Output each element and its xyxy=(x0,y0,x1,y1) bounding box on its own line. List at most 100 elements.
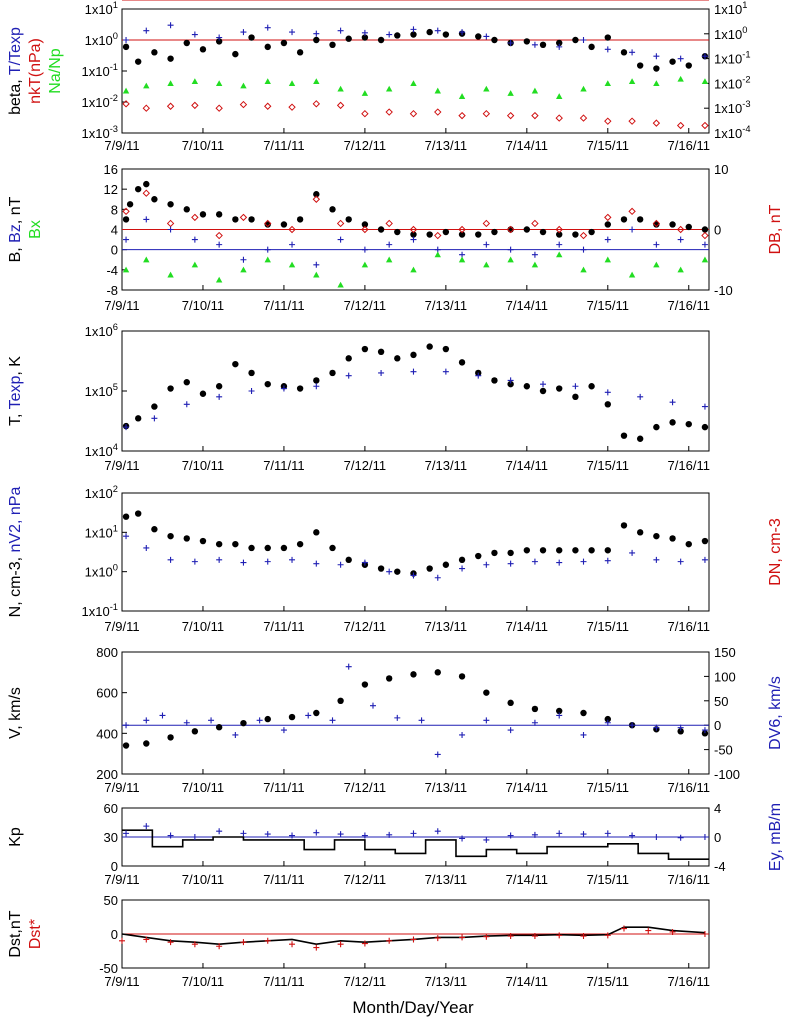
diamond-marker xyxy=(482,219,491,228)
circle-marker xyxy=(620,49,628,56)
circle-marker xyxy=(361,221,369,228)
diamond-marker xyxy=(385,108,393,116)
plus-marker xyxy=(604,719,611,726)
y-tick-label: 800 xyxy=(96,645,118,660)
plus-marker xyxy=(483,33,490,40)
plus-marker xyxy=(653,834,660,840)
plus-marker xyxy=(183,719,190,726)
x-tick-label: 7/13/11 xyxy=(425,780,467,795)
circle-marker xyxy=(556,385,563,392)
plus-marker xyxy=(580,933,587,940)
y2-tick-label: 0 xyxy=(714,830,721,845)
x-tick-label: 7/13/11 xyxy=(425,619,467,634)
plus-marker xyxy=(264,24,271,31)
plus-marker xyxy=(701,53,708,60)
diamond-marker xyxy=(166,102,175,110)
triangle-marker xyxy=(410,266,417,273)
y-tick-label: 60 xyxy=(104,801,118,816)
triangle-marker xyxy=(337,281,344,288)
circle-marker xyxy=(122,513,130,520)
circle-marker xyxy=(394,568,401,575)
plus-marker xyxy=(123,37,130,43)
circle-marker xyxy=(475,33,482,40)
plus-marker xyxy=(434,828,441,835)
diamond-marker xyxy=(409,225,418,234)
triangle-marker xyxy=(337,85,344,92)
diamond-marker xyxy=(312,100,321,108)
left-axis-title-2: nkT(nPa) xyxy=(27,38,44,104)
diamond-marker xyxy=(434,108,442,116)
y-tick-label: 1x10-2 xyxy=(81,93,118,110)
circle-marker xyxy=(199,46,207,53)
plus-marker xyxy=(119,937,125,944)
plus-marker xyxy=(531,41,538,48)
plus-marker xyxy=(378,369,385,376)
x-tick-label: 7/15/11 xyxy=(587,872,629,887)
left-axis-title: T, Texp, K xyxy=(7,356,24,426)
y-tick-label: 1x10-1 xyxy=(81,602,118,619)
x-tick-label: 7/9/11 xyxy=(104,780,139,795)
circle-marker xyxy=(701,423,709,431)
y-tick-label: 400 xyxy=(96,726,118,741)
x-tick-label: 7/10/11 xyxy=(182,872,224,887)
plus-marker xyxy=(701,241,708,248)
circle-marker xyxy=(556,39,563,47)
triangle-marker xyxy=(628,78,636,85)
triangle-marker xyxy=(215,80,223,86)
triangle-marker xyxy=(531,261,539,268)
x-tick-label: 7/12/11 xyxy=(344,780,386,795)
plus-marker xyxy=(483,717,490,724)
triangle-marker xyxy=(507,90,514,96)
triangle-marker xyxy=(701,256,709,263)
plus-marker xyxy=(264,246,271,253)
x-tick-label: 7/14/11 xyxy=(506,872,548,887)
y2-tick-label: 0 xyxy=(714,223,721,238)
circle-marker xyxy=(523,38,531,45)
y2-tick-label: 1x101 xyxy=(714,0,747,17)
series-line xyxy=(122,829,709,861)
x-tick-label: 7/12/11 xyxy=(344,872,386,887)
circle-marker xyxy=(604,401,611,408)
plus-marker xyxy=(629,549,636,556)
plus-marker xyxy=(313,560,320,567)
y-tick-label: 0 xyxy=(111,927,118,942)
circle-marker xyxy=(604,715,611,723)
circle-marker xyxy=(653,423,660,431)
circle-marker xyxy=(531,705,539,713)
plus-marker xyxy=(216,556,223,563)
plus-marker xyxy=(418,717,425,724)
y-tick-label: 1x10-3 xyxy=(81,124,118,141)
left-axis-title-2: Dst* xyxy=(27,919,44,949)
x-tick-label: 7/15/11 xyxy=(587,138,629,153)
y2-tick-label: 1x10-4 xyxy=(714,124,751,141)
plus-marker xyxy=(410,936,417,943)
diamond-marker xyxy=(482,109,491,118)
y2-tick-label: 4 xyxy=(714,801,721,816)
plus-marker xyxy=(369,702,376,709)
plus-marker xyxy=(289,556,296,563)
circle-marker xyxy=(232,540,239,548)
plus-marker xyxy=(248,388,255,394)
circle-marker xyxy=(426,231,433,238)
y2-tick-label: -10 xyxy=(714,0,733,3)
y-tick-label: -8 xyxy=(106,283,118,298)
diamond-marker xyxy=(506,225,515,234)
plus-marker xyxy=(653,241,660,248)
y2-tick-label: 100 xyxy=(714,669,736,684)
plus-marker xyxy=(123,830,130,837)
plus-marker xyxy=(653,724,660,731)
x-tick-label: 7/10/11 xyxy=(182,780,224,795)
circle-marker xyxy=(240,719,247,727)
circle-marker xyxy=(572,547,579,554)
y-tick-label: 1x104 xyxy=(85,442,118,459)
diamond-marker xyxy=(264,102,272,110)
circle-marker xyxy=(653,65,660,72)
diamond-marker xyxy=(531,219,539,228)
right-axis-title: Ey, mB/m xyxy=(767,803,784,871)
plus-marker xyxy=(361,246,368,253)
plus-marker xyxy=(143,544,150,551)
diamond-marker xyxy=(409,109,418,118)
diamond-marker xyxy=(506,111,515,120)
diamond-marker xyxy=(555,225,563,234)
plus-marker xyxy=(123,424,130,431)
